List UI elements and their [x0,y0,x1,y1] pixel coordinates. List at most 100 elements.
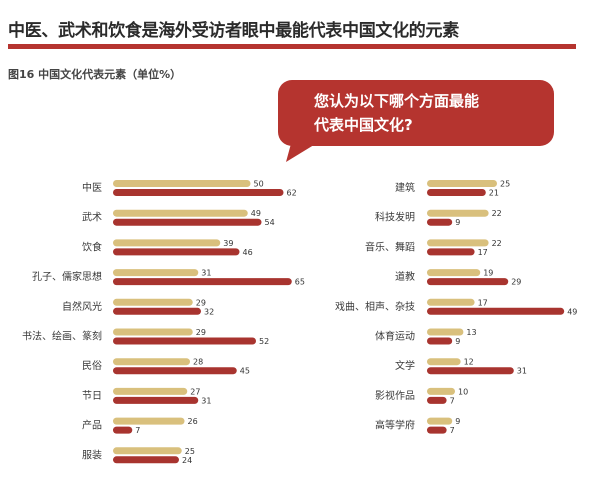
category-label: 武术 [82,211,102,224]
data-label: 29 [196,328,206,337]
data-label: 52 [259,337,269,346]
data-label: 31 [517,367,527,376]
chart-headline: 中医、武术和饮食是海外受访者眼中最能代表中国文化的元素 [8,21,459,41]
bar-series-1 [113,209,248,217]
speech-bubble-tail [286,140,322,162]
category-label: 服装 [82,448,102,461]
bar-series-2 [113,367,237,375]
category-label: 文学 [395,359,415,372]
bar-series-1 [427,180,497,187]
category-label: 建筑 [395,181,415,194]
data-label: 24 [182,456,192,465]
speech-bubble-line-1: 您认为以下哪个方面最能 [313,92,479,110]
speech-bubble-body [278,80,554,146]
data-label: 25 [185,447,195,456]
data-label: 13 [466,328,476,337]
data-label: 31 [201,269,211,278]
data-label: 46 [243,248,253,257]
data-label: 9 [455,417,460,426]
data-label: 28 [193,358,203,367]
bar-series-1 [113,298,193,306]
data-label: 7 [135,426,140,435]
bar-series-1 [113,239,221,247]
data-label: 54 [265,218,275,227]
data-label: 9 [455,218,460,227]
figure-caption: 图16 中国文化代表元素（单位%） [8,68,182,81]
data-label: 49 [251,209,261,218]
data-label: 25 [500,180,510,189]
speech-bubble: 您认为以下哪个方面最能 代表中国文化? [278,80,554,162]
bar-series-1 [113,269,199,277]
bar-series-2 [427,307,565,315]
bar-series-2 [113,307,201,315]
data-label: 65 [295,278,305,287]
bar-series-2 [427,367,514,375]
data-label: 22 [492,239,502,248]
bar-series-1 [427,387,455,395]
bar-series-1 [113,387,188,395]
data-label: 62 [287,189,297,198]
data-label: 50 [254,180,264,189]
bar-series-1 [427,209,489,217]
category-label: 音乐、舞蹈 [365,240,415,253]
category-label: 体育运动 [375,330,415,343]
data-label: 29 [511,278,521,287]
bar-series-2 [113,456,179,464]
data-label: 32 [204,307,214,316]
bar-series-1 [113,417,185,425]
data-label: 19 [483,269,493,278]
data-label: 12 [464,358,474,367]
bar-series-2 [427,248,475,256]
bar-series-2 [113,396,199,404]
bar-series-2 [427,426,447,434]
bar-series-1 [427,328,464,336]
bar-series-2 [427,278,509,286]
data-label: 9 [455,337,460,346]
speech-bubble-line-2: 代表中国文化? [313,116,413,134]
data-label: 27 [190,387,200,396]
data-label: 21 [489,189,499,198]
category-label: 民俗 [82,360,102,372]
category-label: 节日 [82,390,102,402]
data-label: 17 [478,248,488,257]
data-label: 39 [223,239,233,248]
bar-series-2 [113,248,240,256]
bar-series-1 [113,358,190,366]
headline-divider [8,44,576,49]
bar-series-2 [427,218,453,226]
bar-series-1 [427,239,489,247]
bar-series-1 [427,269,481,277]
bar-series-1 [113,447,182,455]
category-label: 影视作品 [375,389,415,402]
bar-series-2 [427,396,447,404]
category-label: 书法、绘画、篆刻 [22,330,102,343]
data-label: 22 [492,209,502,218]
data-label: 49 [567,307,577,316]
data-label: 7 [450,396,455,405]
bar-series-2 [113,278,292,286]
bar-series-1 [427,298,475,306]
data-label: 10 [458,387,468,396]
bar-series-2 [113,218,262,226]
data-label: 26 [188,417,198,426]
category-label: 孔子、儒家思想 [32,270,102,283]
bar-series-2 [113,337,256,345]
bar-series-1 [113,180,251,187]
category-label: 戏曲、相声、杂技 [335,300,415,313]
data-label: 29 [196,298,206,307]
bar-series-2 [427,337,453,345]
category-label: 中医 [82,181,102,194]
category-label: 自然风光 [62,300,102,313]
bar-series-2 [113,189,284,196]
data-label: 45 [240,367,250,376]
bar-series-1 [427,417,453,425]
bar-series-2 [113,426,133,434]
bar-series-2 [427,189,486,196]
data-label: 31 [201,396,211,405]
bar-series-1 [427,358,461,366]
category-label: 高等学府 [375,419,415,432]
category-label: 饮食 [82,240,102,253]
category-label: 产品 [82,419,102,432]
data-label: 7 [450,426,455,435]
